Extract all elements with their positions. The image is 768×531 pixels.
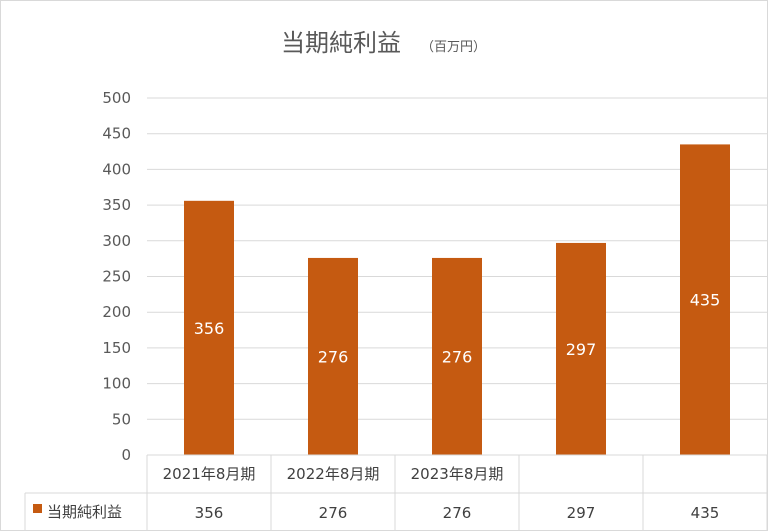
bar	[556, 242, 606, 455]
bar-data-label: 276	[318, 347, 349, 366]
y-tick-label: 150	[102, 339, 131, 357]
category-label: 2021年8月期	[163, 465, 256, 483]
table-value: 356	[195, 504, 224, 522]
data-label-layer: 356 276 276 297 435	[194, 291, 721, 367]
y-tick-label: 300	[102, 232, 131, 250]
bar-data-label: 435	[690, 291, 721, 310]
bar	[184, 200, 234, 455]
table-value: 435	[691, 504, 720, 522]
bar-data-label: 297	[566, 340, 597, 359]
y-tick-label: 200	[102, 303, 131, 321]
chart-title: 当期純利益	[281, 29, 401, 57]
y-tick-label: 250	[102, 268, 131, 286]
bar	[680, 144, 730, 455]
y-tick-label: 400	[102, 160, 131, 178]
y-tick-label: 0	[121, 446, 131, 464]
y-tick-label: 350	[102, 196, 131, 214]
bar	[432, 257, 482, 455]
y-tick-label: 100	[102, 375, 131, 393]
y-axis-ticks: 0 50 100 150 200 250 300 350 400 450 500	[102, 89, 131, 464]
bar-data-label: 276	[442, 347, 473, 366]
category-label: 2023年8月期	[411, 465, 504, 483]
y-tick-label: 450	[102, 125, 131, 143]
y-tick-label: 50	[112, 410, 131, 428]
bar	[308, 257, 358, 455]
category-label: 2022年8月期	[287, 465, 380, 483]
y-tick-label: 500	[102, 89, 131, 107]
series-name: 当期純利益	[47, 503, 122, 521]
legend-key	[33, 504, 42, 513]
bar-layer	[184, 144, 730, 455]
chart-unit: （百万円）	[421, 40, 486, 55]
table-value: 297	[567, 504, 596, 522]
bar-data-label: 356	[194, 319, 225, 338]
table-value: 276	[443, 504, 472, 522]
table-value: 276	[319, 504, 348, 522]
